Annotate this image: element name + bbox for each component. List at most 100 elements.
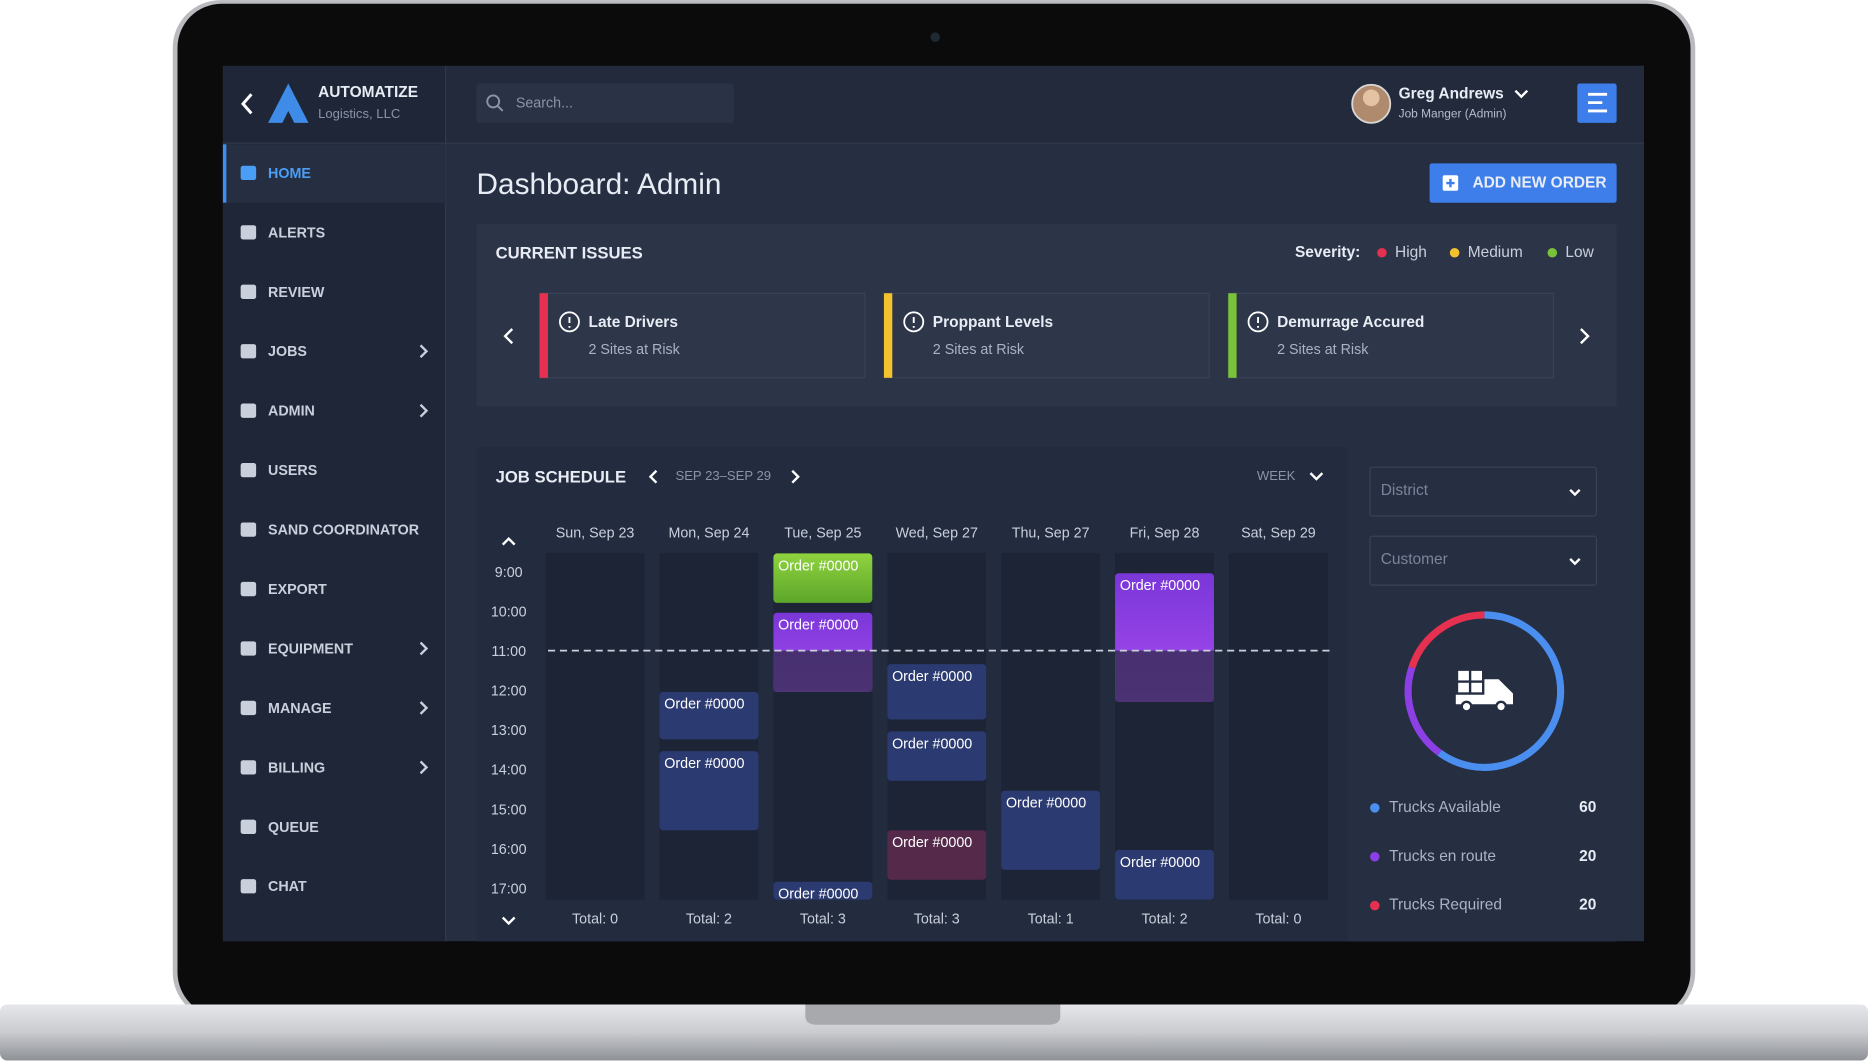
fleet-panel: [1347, 446, 1617, 942]
nav-icon: [240, 165, 257, 181]
fleet-value: 20: [1579, 848, 1596, 865]
base: [0, 1004, 1868, 1061]
hour-label: 12:00: [491, 684, 527, 700]
prev-arrow[interactable]: [503, 328, 514, 345]
day-total: Total: 0: [1255, 912, 1301, 928]
order-block[interactable]: [773, 881, 873, 900]
nav-item[interactable]: ADMIN: [268, 404, 315, 420]
hour-label: 9:00: [495, 565, 523, 581]
severity-level: Low: [1565, 244, 1594, 261]
schedule-title: JOB SCHEDULE: [496, 467, 626, 486]
issue-card[interactable]: [883, 292, 1210, 379]
day-header: Thu, Sep 27: [1012, 526, 1090, 542]
severity-label: Severity:: [1295, 244, 1360, 261]
camera: [930, 32, 940, 42]
nav-icon: [240, 879, 257, 894]
issue-subtitle: 2 Sites at Risk: [589, 342, 681, 358]
nav-chevron[interactable]: [419, 344, 429, 359]
order-block[interactable]: [1001, 790, 1101, 870]
issue-title: Late Drivers: [589, 314, 678, 331]
menu-icon: [1588, 92, 1608, 113]
order-label: Order #0000: [778, 558, 858, 574]
scroll-up[interactable]: [501, 536, 516, 546]
nav-chevron[interactable]: [419, 760, 429, 775]
order-block[interactable]: [1115, 850, 1214, 900]
filter-select[interactable]: [1369, 535, 1597, 586]
nav-chevron[interactable]: [419, 403, 429, 418]
notch: [805, 1004, 1061, 1025]
user-menu-icon[interactable]: [1514, 89, 1529, 99]
day-header: Mon, Sep 24: [668, 526, 749, 542]
nav-item[interactable]: EXPORT: [268, 582, 327, 598]
nav-item[interactable]: REVIEW: [268, 285, 325, 301]
nav-item[interactable]: SAND COORDINATOR: [268, 523, 420, 539]
nav-active-bg: [222, 144, 446, 203]
logo: [268, 83, 309, 123]
nav-item[interactable]: CHAT: [268, 879, 307, 895]
issue-card[interactable]: [1227, 292, 1555, 379]
order-block[interactable]: [887, 830, 987, 880]
day-column: [545, 552, 645, 900]
order-block[interactable]: [773, 553, 873, 603]
order-block[interactable]: [659, 691, 759, 740]
day-header: Fri, Sep 28: [1130, 526, 1200, 542]
nav-item[interactable]: HOME: [268, 166, 311, 182]
issue-card[interactable]: [539, 292, 866, 379]
nav-item[interactable]: MANAGE: [268, 701, 331, 717]
date-range: SEP 23–SEP 29: [675, 468, 771, 483]
view-select[interactable]: WEEK: [1257, 468, 1296, 483]
filter-chevron: [1569, 488, 1581, 497]
issue-severity-bar: [883, 293, 893, 378]
nav-item[interactable]: QUEUE: [268, 820, 319, 836]
fleet-dot: [1370, 851, 1380, 862]
nav-chevron[interactable]: [419, 701, 429, 715]
nav-icon: [240, 760, 257, 775]
day-total: Total: 1: [1028, 912, 1074, 928]
order-label: Order #0000: [1006, 796, 1086, 812]
severity-dot: [1377, 247, 1387, 258]
fleet-arc: [1437, 611, 1565, 771]
next-arrow[interactable]: [1580, 328, 1590, 345]
issue-subtitle: 2 Sites at Risk: [1277, 342, 1369, 358]
issue-icon: [903, 311, 925, 333]
hour-label: 16:00: [491, 842, 527, 858]
nav-item[interactable]: USERS: [268, 463, 317, 479]
next-week[interactable]: [791, 469, 800, 484]
order-label: Order #0000: [892, 669, 972, 685]
nav-chevron[interactable]: [419, 641, 429, 656]
severity-level: Medium: [1468, 244, 1523, 261]
order-block[interactable]: [659, 751, 759, 831]
avatar: [1362, 89, 1380, 107]
search-icon: [486, 94, 501, 109]
brand: AUTOMATIZE: [318, 84, 418, 101]
hour-label: 10:00: [491, 605, 527, 621]
order-label: Order #0000: [664, 697, 744, 713]
page-title: Dashboard: Admin: [477, 168, 722, 201]
search-box[interactable]: [476, 83, 734, 123]
back-icon[interactable]: [241, 93, 253, 115]
add-order-button[interactable]: [1429, 163, 1617, 203]
order-block[interactable]: [887, 731, 987, 781]
day-column: [1228, 552, 1328, 900]
nav-icon: [240, 344, 257, 359]
nav-item[interactable]: JOBS: [268, 344, 307, 360]
nav-item[interactable]: BILLING: [268, 760, 325, 776]
scroll-down[interactable]: [501, 916, 516, 926]
fleet-arc: [1408, 611, 1485, 669]
prev-week[interactable]: [648, 469, 658, 484]
severity-level: High: [1395, 244, 1427, 261]
issue-title: Proppant Levels: [933, 314, 1053, 331]
fleet-name: Trucks Available: [1389, 799, 1501, 816]
order-block[interactable]: [887, 664, 987, 720]
view-select-icon[interactable]: [1309, 472, 1324, 481]
nav-item[interactable]: ALERTS: [268, 225, 325, 241]
nav-item[interactable]: EQUIPMENT: [268, 641, 353, 657]
day-header: Wed, Sep 27: [896, 526, 978, 542]
filter-select[interactable]: [1369, 466, 1597, 517]
filter-label: Customer: [1381, 551, 1448, 568]
fleet-value: 60: [1579, 799, 1596, 816]
issue-severity-bar: [1228, 293, 1237, 378]
issue-icon: [1247, 311, 1269, 333]
